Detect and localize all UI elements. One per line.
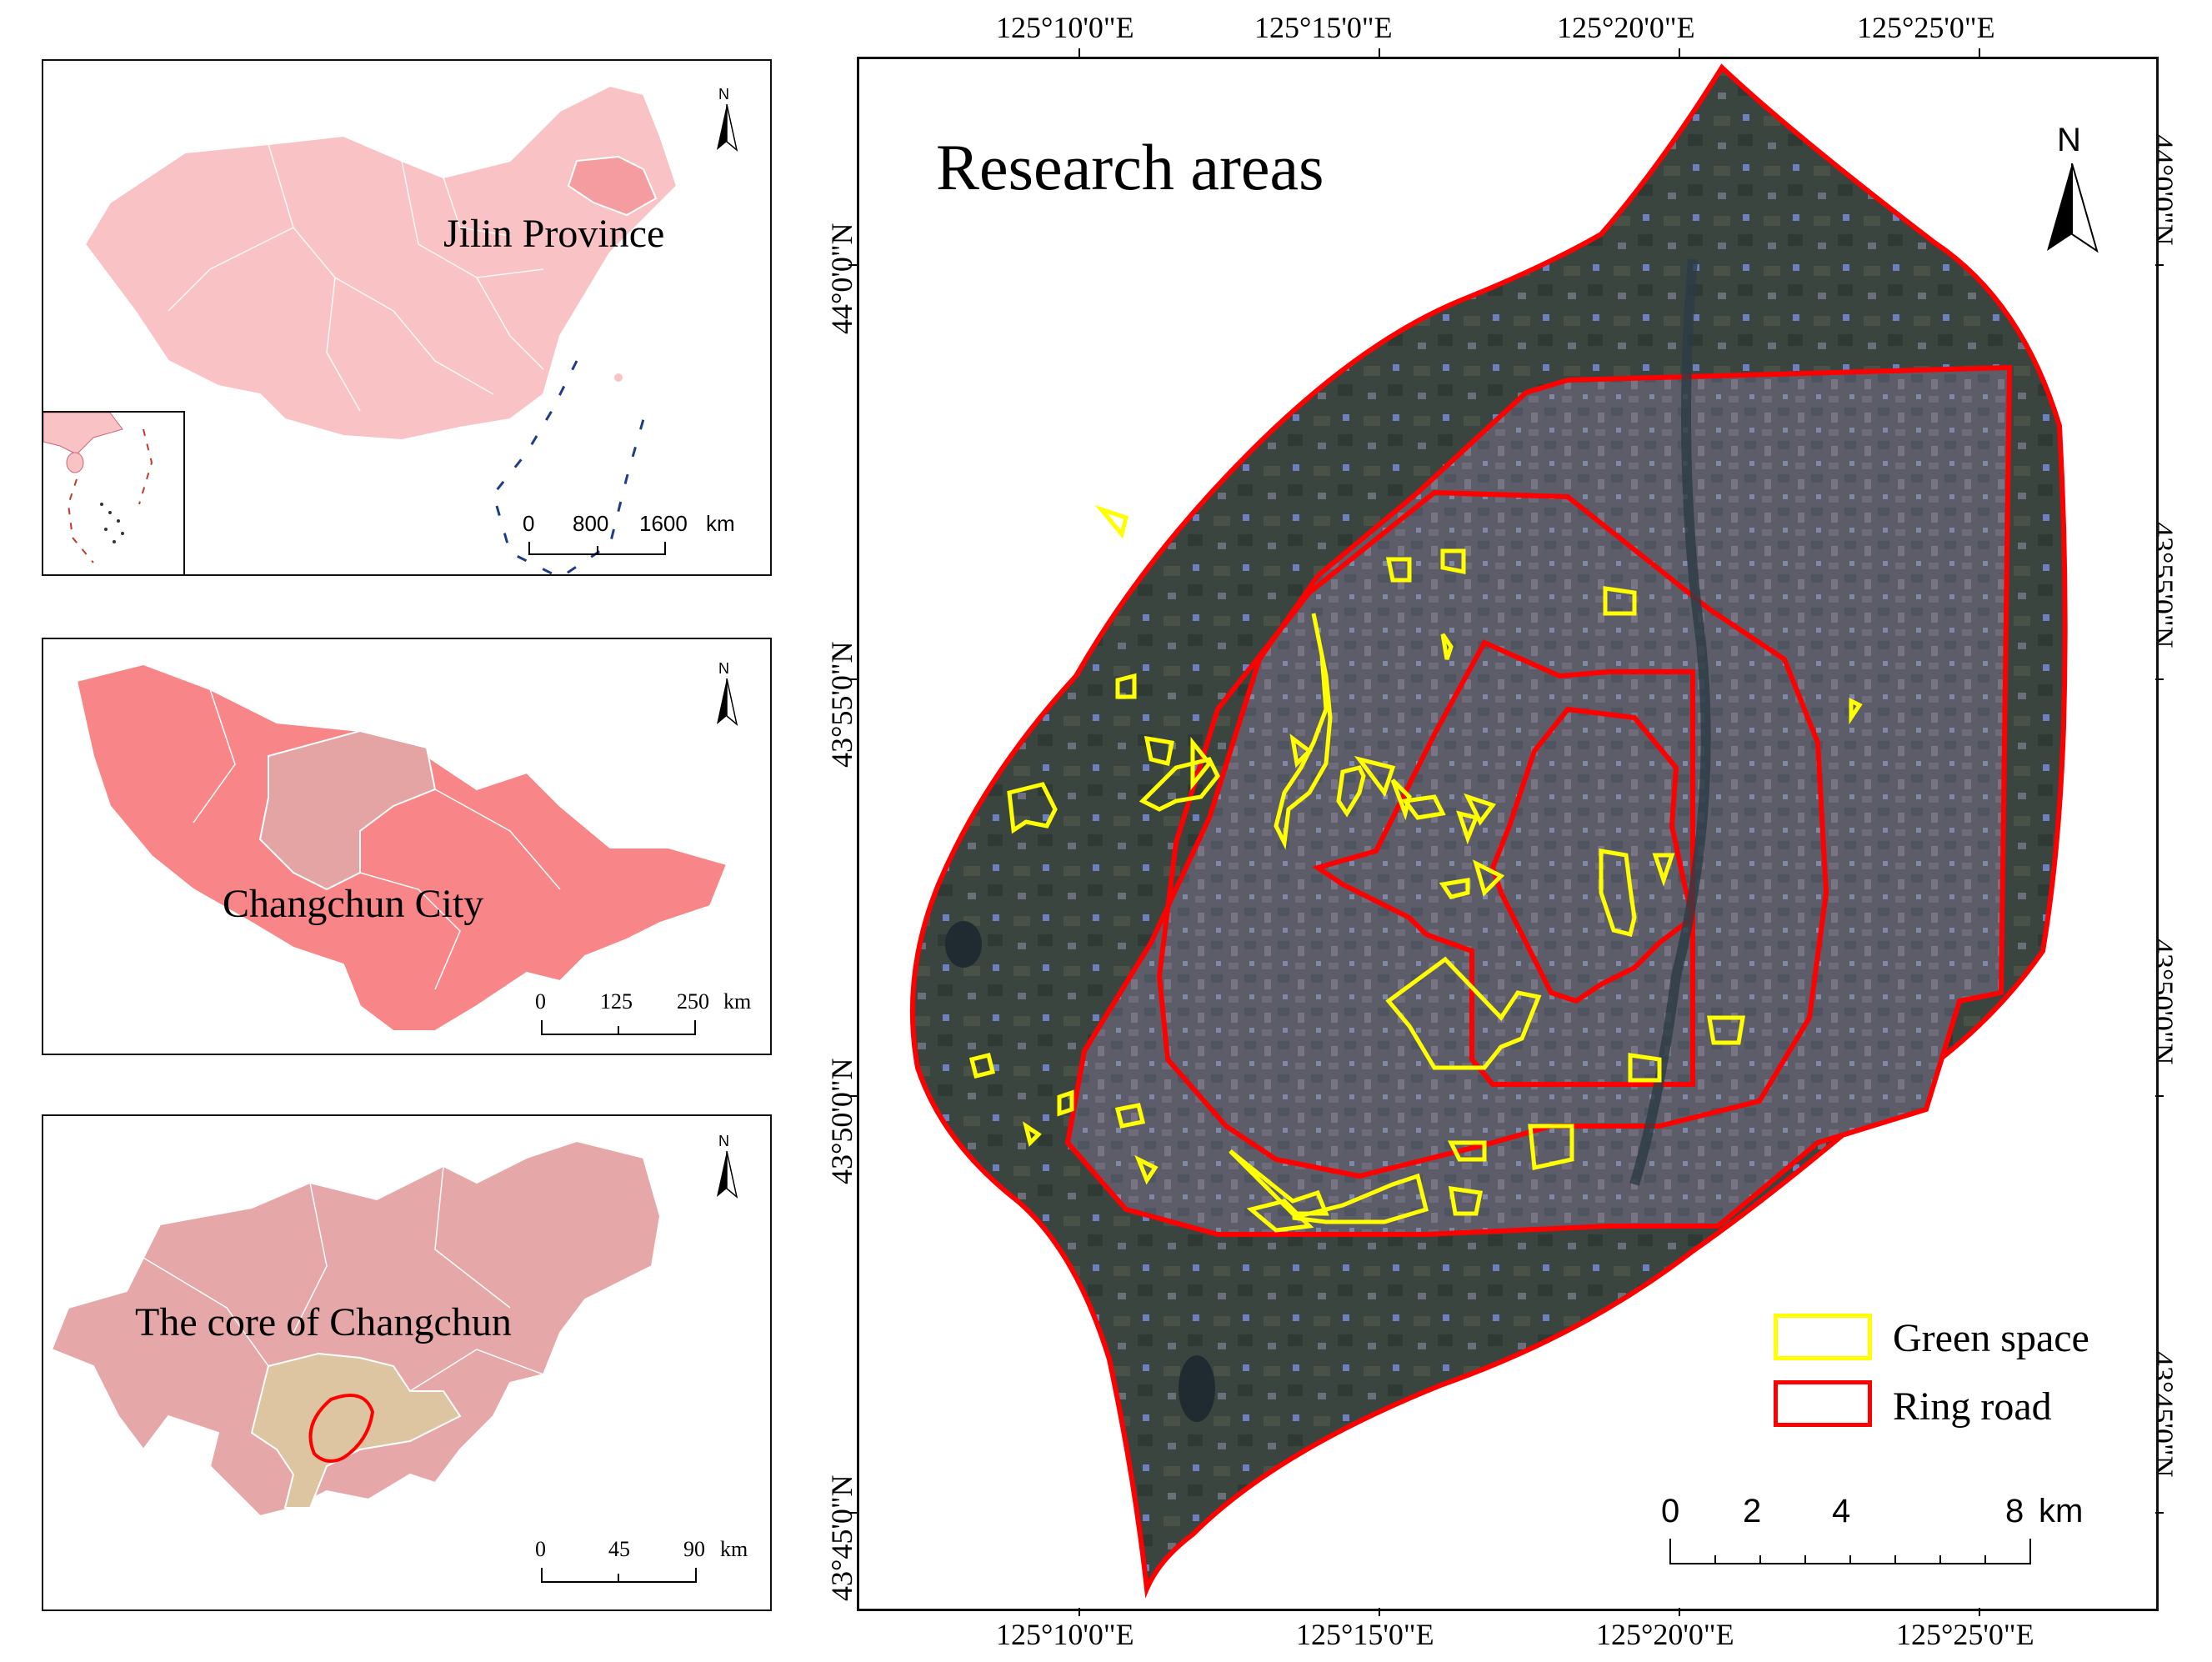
ring-road-3 bbox=[1064, 364, 2013, 1237]
top-tick-label: 125°10'0"E bbox=[996, 11, 1134, 44]
jilin-shape bbox=[75, 663, 728, 1032]
inset-jilin-panel: Changchun City N 0 125 250 km bbox=[42, 638, 772, 1055]
north-arrow-icon bbox=[717, 1151, 738, 1199]
jilin-map bbox=[75, 663, 728, 1032]
scale-bar: 0 800 1600 km bbox=[523, 511, 735, 561]
north-arrow: N bbox=[710, 660, 743, 727]
north-arrow-icon bbox=[2047, 163, 2099, 253]
left-tick-label: 43°50'0"N bbox=[825, 1058, 858, 1184]
north-arrow: N bbox=[710, 86, 743, 153]
north-arrow: N bbox=[2039, 122, 2105, 253]
legend-swatch-ring-road bbox=[1774, 1380, 1872, 1427]
map-title: Research areas bbox=[936, 131, 1324, 203]
legend-label-green-space: Green space bbox=[1893, 1316, 2089, 1360]
core-of-changchun-label: The core of Changchun bbox=[135, 1300, 512, 1344]
legend: Green space Ring road bbox=[1772, 1314, 2139, 1464]
lake bbox=[945, 921, 982, 968]
main-map-frame: Research areas N Green space Ring road 0… bbox=[857, 57, 2159, 1611]
bottom-tick-label: 125°25'0"E bbox=[1896, 1618, 2034, 1651]
changchun-in-jilin bbox=[258, 729, 437, 891]
ring-road-inner bbox=[1489, 706, 1696, 1004]
legend-swatch-green-space bbox=[1774, 1314, 1872, 1360]
bottom-tick-label: 125°10'0"E bbox=[996, 1618, 1134, 1651]
jilin-province-label: Jilin Province bbox=[443, 212, 665, 256]
china-map bbox=[83, 84, 678, 574]
bottom-tick-label: 125°15'0"E bbox=[1296, 1618, 1434, 1651]
green-spaces bbox=[968, 504, 1863, 1233]
core-boundary bbox=[308, 1394, 375, 1463]
jilin-province-highlight bbox=[567, 155, 658, 217]
north-arrow: N bbox=[710, 1133, 743, 1199]
inset-changchun-panel: The core of Changchun N 0 45 90 km bbox=[42, 1114, 772, 1611]
scale-bar: 0 45 90 km bbox=[535, 1537, 760, 1587]
scale-bar: 0 125 250 km bbox=[535, 989, 760, 1039]
scale-bar: 0 2 4 8 km bbox=[1659, 1493, 2083, 1584]
bottom-tick-label: 125°20'0"E bbox=[1596, 1618, 1734, 1651]
north-label: N bbox=[718, 86, 729, 103]
left-tick-label: 43°45'0"N bbox=[825, 1474, 858, 1601]
top-tick-label: 125°15'0"E bbox=[1254, 11, 1393, 44]
river bbox=[1629, 258, 1711, 1186]
changchun-city-label: Changchun City bbox=[223, 882, 484, 926]
north-arrow-icon bbox=[717, 678, 738, 726]
top-tick-label: 125°25'0"E bbox=[1857, 11, 1995, 44]
core-area bbox=[250, 1352, 462, 1509]
legend-label-ring-road: Ring road bbox=[1893, 1384, 2052, 1429]
lake bbox=[1179, 1355, 1215, 1422]
top-tick-label: 125°20'0"E bbox=[1557, 11, 1695, 44]
changchun-map bbox=[50, 1139, 662, 1518]
left-tick-label: 43°55'0"N bbox=[825, 641, 858, 768]
china-shape bbox=[83, 84, 678, 442]
ring-road-1 bbox=[1311, 639, 1695, 1087]
ring-road-2 bbox=[1156, 489, 1829, 1179]
changchun-shape bbox=[50, 1139, 662, 1518]
left-tick-label: 44°0'0"N bbox=[825, 223, 858, 334]
research-area-map bbox=[909, 63, 2068, 1599]
inset-china-panel: Jilin Province N 0 800 1600 km bbox=[42, 59, 772, 576]
south-china-sea-inset bbox=[43, 411, 185, 574]
north-arrow-icon bbox=[717, 104, 738, 152]
